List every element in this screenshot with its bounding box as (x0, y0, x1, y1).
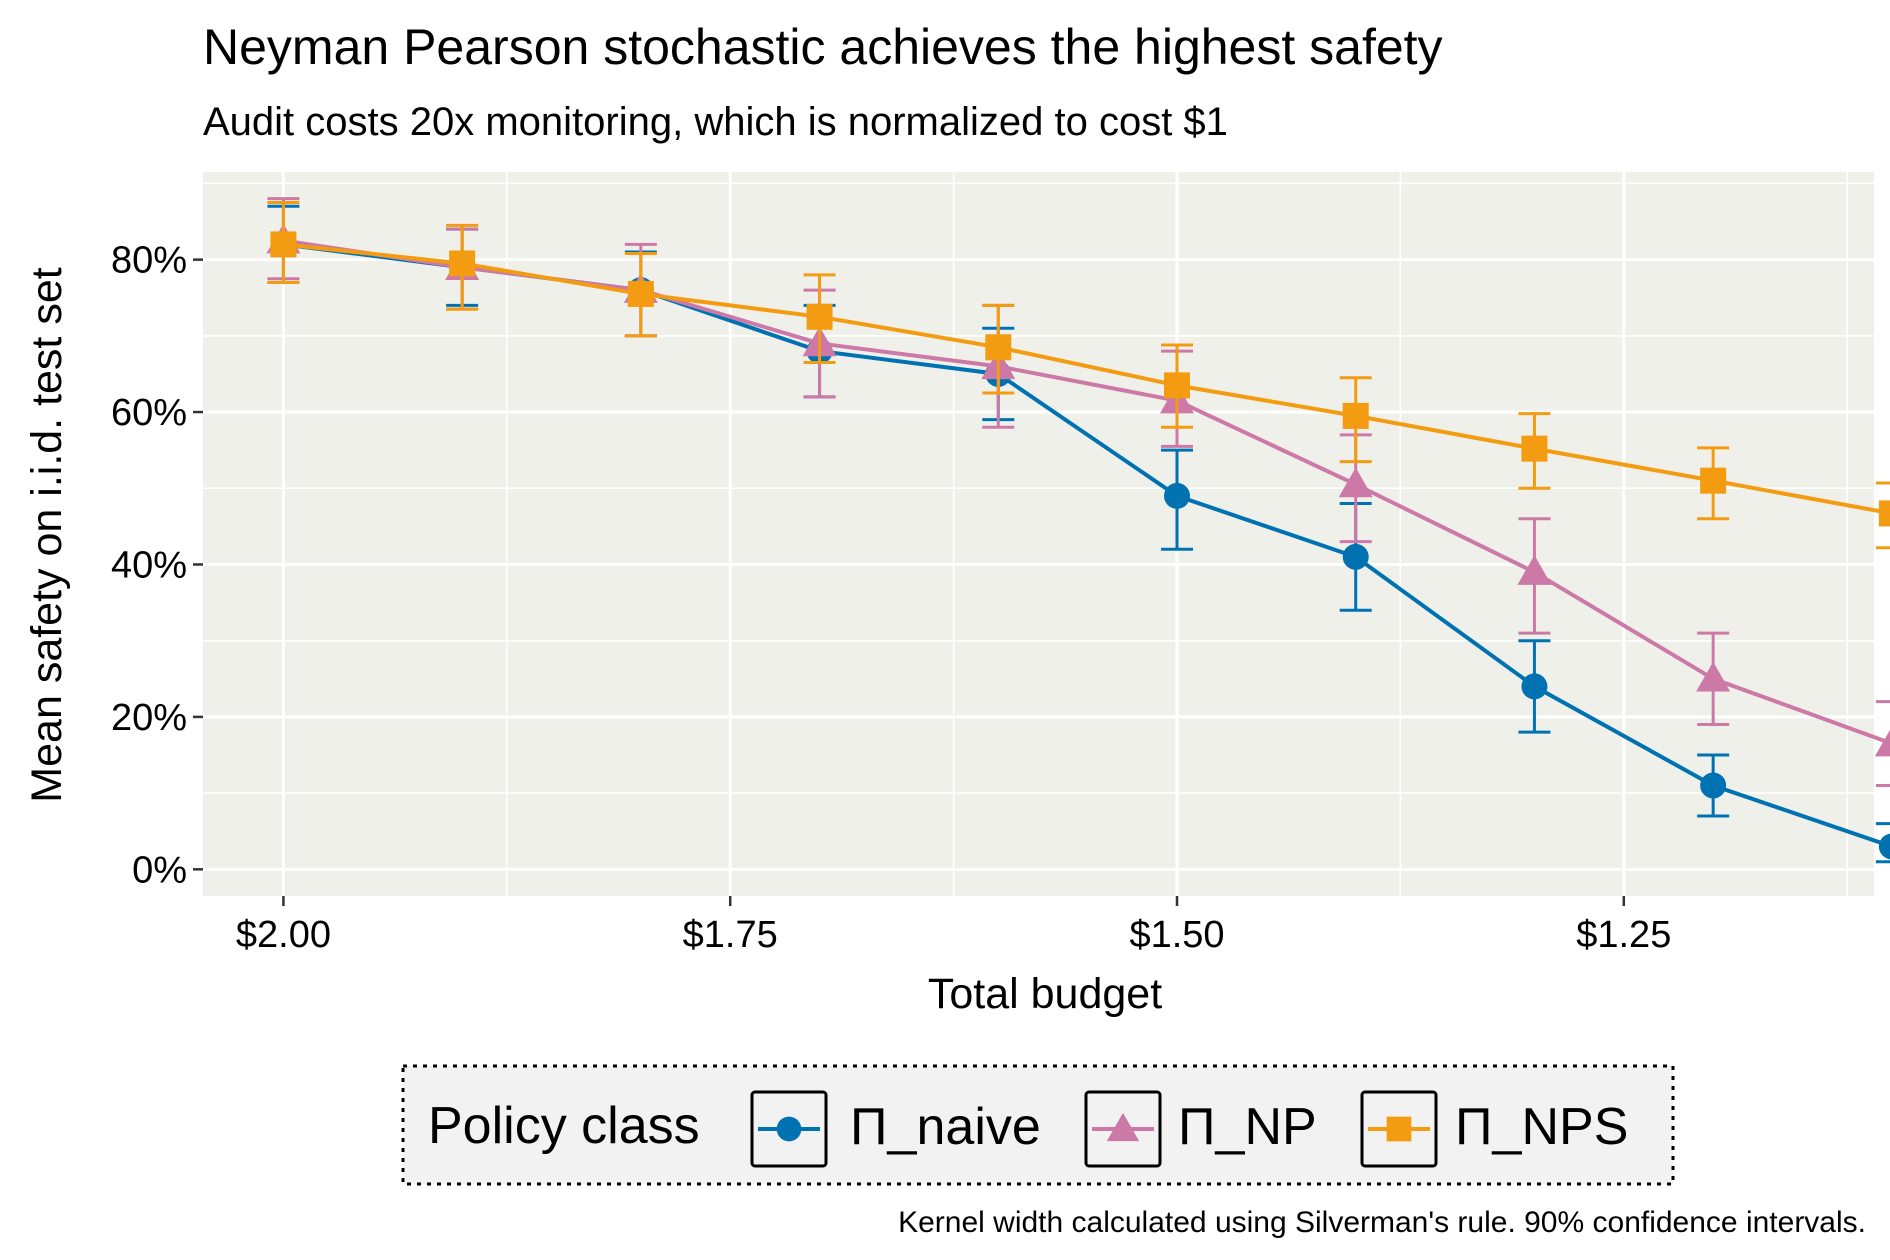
y-tick-label: 0% (132, 849, 187, 891)
plot-panel (203, 172, 1874, 896)
panel-background (203, 172, 1874, 896)
data-point (1164, 482, 1191, 509)
data-point (806, 303, 833, 330)
data-point (270, 231, 297, 258)
data-point (985, 334, 1012, 361)
data-point (1521, 673, 1548, 700)
chart-title: Neyman Pearson stochastic achieves the h… (203, 19, 1443, 75)
data-point (1700, 467, 1727, 494)
data-point (1342, 402, 1369, 429)
legend-item: Π_NP (1084, 1090, 1317, 1168)
x-tick-label: $2.00 (236, 914, 331, 956)
y-tick-label: 80% (111, 240, 187, 282)
chart-caption: Kernel width calculated using Silverman'… (898, 1206, 1866, 1239)
series-line (283, 242, 1890, 516)
error-bar (1875, 481, 1890, 550)
data-point (1696, 661, 1731, 692)
y-axis-title: Mean safety on i.i.d. test set (23, 267, 71, 802)
x-tick-label: $1.75 (683, 914, 778, 956)
y-tick-label: 60% (111, 392, 187, 434)
legend-key-marker (1106, 1112, 1140, 1142)
x-tick-label: $1.25 (1576, 914, 1671, 956)
series-layer (266, 197, 1890, 864)
data-point (449, 250, 476, 277)
series-Π_NPS (267, 200, 1890, 550)
x-axis-title: Total budget (928, 970, 1162, 1018)
legend-item: Π_naive (750, 1090, 1041, 1168)
legend-title: Policy class (428, 1097, 700, 1155)
data-point (1878, 500, 1890, 527)
data-point (1342, 543, 1369, 570)
data-point (1338, 467, 1373, 498)
chart-subtitle: Audit costs 20x monitoring, which is nor… (203, 100, 1228, 144)
data-point (1164, 372, 1191, 399)
data-point (1517, 555, 1552, 585)
error-bar (1875, 700, 1890, 787)
y-tick-label: 40% (111, 544, 187, 586)
x-axis: $2.00 $1.75 $1.50 $1.25 (236, 896, 1671, 956)
legend-label: Π_NP (1178, 1098, 1317, 1156)
error-bar (1875, 822, 1890, 864)
legend-label: Π_naive (850, 1098, 1041, 1156)
data-point (1700, 772, 1727, 799)
data-point (1874, 729, 1890, 757)
y-tick-label: 20% (111, 697, 187, 739)
y-axis: 0% 20% 40% 60% 80% (111, 240, 203, 891)
legend-box (401, 1064, 1675, 1186)
data-point (1521, 435, 1548, 462)
legend-key-marker (776, 1116, 802, 1142)
legend-item: Π_NPS (1360, 1090, 1628, 1168)
legend-key-marker (1386, 1116, 1412, 1142)
legend-label: Π_NPS (1455, 1098, 1628, 1156)
data-point (1878, 833, 1890, 860)
data-point (627, 280, 654, 307)
legend: Policy class Π_naive Π_NP Π_NPS (401, 1064, 1675, 1186)
x-tick-label: $1.50 (1129, 914, 1224, 956)
